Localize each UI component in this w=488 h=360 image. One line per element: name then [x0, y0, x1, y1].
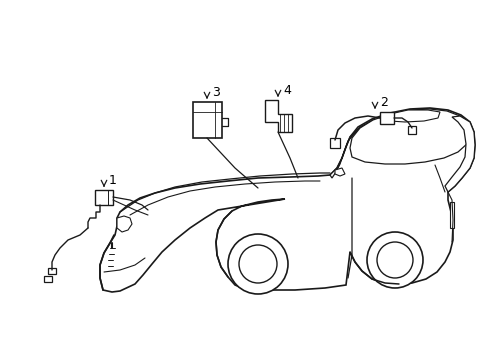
- Polygon shape: [444, 116, 474, 192]
- Polygon shape: [117, 216, 132, 232]
- Circle shape: [227, 234, 287, 294]
- Text: 1: 1: [109, 175, 117, 188]
- Polygon shape: [48, 268, 56, 274]
- Polygon shape: [334, 168, 345, 176]
- Text: 2: 2: [379, 95, 387, 108]
- Polygon shape: [379, 112, 393, 124]
- Polygon shape: [389, 110, 439, 122]
- Polygon shape: [329, 138, 339, 148]
- Circle shape: [239, 245, 276, 283]
- Polygon shape: [100, 108, 474, 292]
- Polygon shape: [349, 109, 471, 164]
- Polygon shape: [193, 102, 222, 138]
- Polygon shape: [407, 126, 415, 134]
- Text: 3: 3: [212, 85, 220, 99]
- Text: 4: 4: [283, 84, 290, 96]
- Polygon shape: [329, 119, 374, 178]
- Circle shape: [376, 242, 412, 278]
- Polygon shape: [95, 190, 113, 205]
- Polygon shape: [264, 100, 291, 132]
- Polygon shape: [449, 202, 453, 228]
- Circle shape: [366, 232, 422, 288]
- Polygon shape: [44, 276, 52, 282]
